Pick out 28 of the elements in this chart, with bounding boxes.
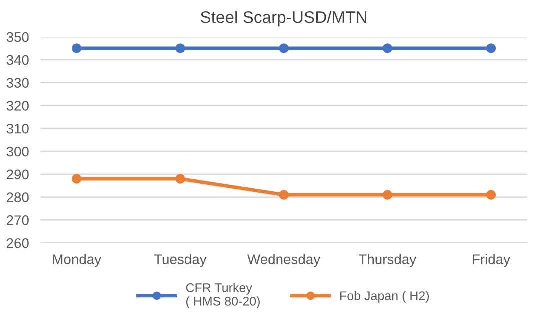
legend-label: CFR Turkey ( HMS 80-20) (186, 283, 260, 308)
y-tick-label: 310 (6, 124, 29, 134)
point (72, 174, 82, 184)
y-tick-label: 270 (6, 216, 29, 226)
y-tick-label: 260 (6, 238, 29, 248)
point (486, 190, 496, 200)
point (486, 44, 496, 54)
y-tick-label: 280 (6, 192, 29, 202)
y-tick-label: 340 (6, 55, 29, 66)
x-tick-label: Thursday (358, 254, 417, 268)
chart-title: Steel Scarp-USD/MTN (200, 11, 366, 27)
legend-label: Fob Japan ( H2) (340, 291, 430, 303)
x-tick-label: Friday (473, 254, 510, 268)
y-tick-label: 290 (6, 170, 29, 180)
x-tick-label: Wednesday (248, 254, 321, 268)
point (382, 190, 392, 200)
point (382, 44, 392, 54)
point (279, 44, 289, 54)
point (176, 174, 186, 184)
point (72, 44, 82, 54)
y-tick-label: 320 (6, 101, 29, 111)
x-tick-label: Monday (53, 254, 102, 268)
x-tick-label: Tuesday (154, 254, 207, 268)
point (279, 190, 289, 200)
y-tick-label: 300 (6, 146, 29, 157)
y-tick-label: 350 (6, 32, 29, 42)
y-tick-label: 330 (6, 78, 29, 88)
point (176, 44, 186, 54)
